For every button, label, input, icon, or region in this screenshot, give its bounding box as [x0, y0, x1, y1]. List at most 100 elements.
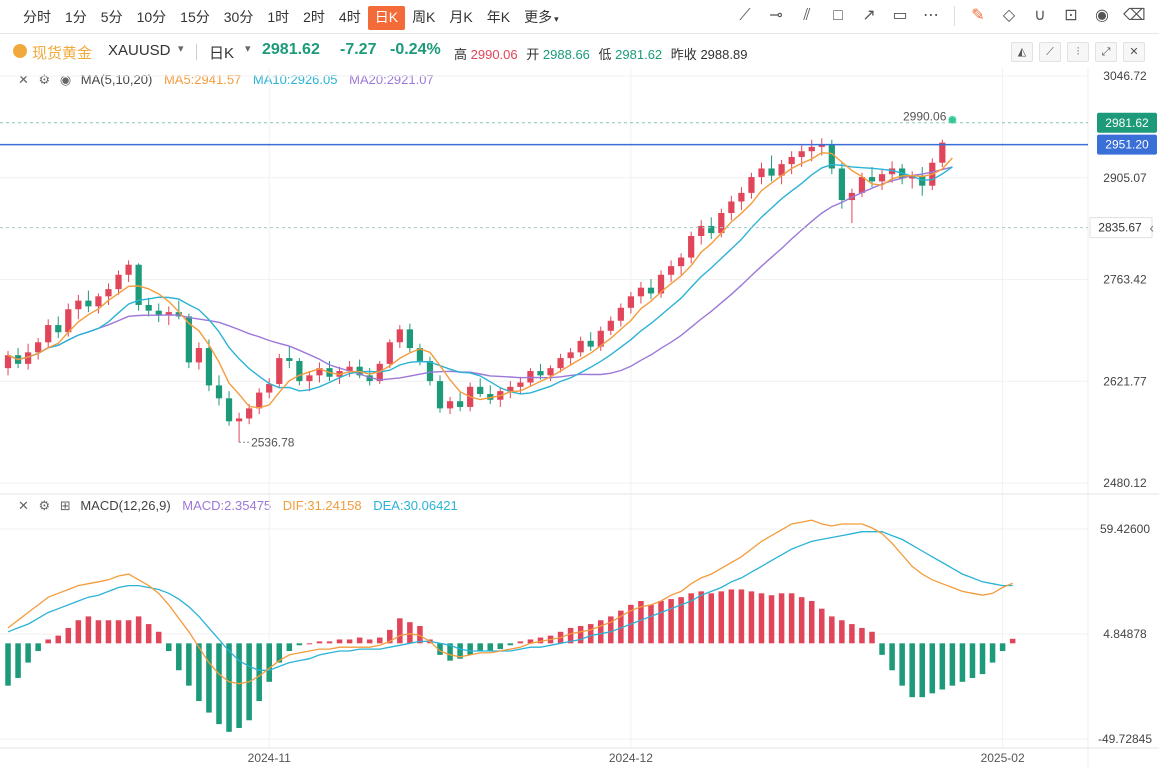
candle-body — [497, 391, 504, 400]
dif-value: DIF:31.24158 — [282, 498, 362, 513]
candle — [949, 116, 956, 123]
candle-body — [65, 309, 72, 333]
period-tab[interactable]: 1时 — [267, 9, 290, 25]
visibility-icon[interactable]: ◉ — [59, 72, 72, 87]
candle-body — [557, 358, 564, 369]
magnet-icon[interactable]: ∪ — [1034, 7, 1046, 24]
eraser-icon[interactable]: ◇ — [1002, 7, 1016, 24]
symbol-code[interactable]: XAUUSD — [108, 42, 171, 59]
macd-histogram-bar — [457, 643, 463, 659]
ma-name: MA(5,10,20) — [80, 72, 153, 87]
edit-icon[interactable]: ✎ — [971, 7, 985, 24]
macd-histogram-bar — [939, 643, 946, 690]
parallel-lines-icon[interactable]: ⫽ — [803, 7, 811, 24]
fullscreen-icon[interactable]: ⤢ — [1095, 42, 1117, 62]
macd-histogram-bar — [849, 624, 855, 644]
period-tab[interactable]: 2时 — [303, 9, 325, 25]
period-tab[interactable]: 分时 — [23, 9, 51, 25]
candle-body — [336, 371, 343, 377]
macd-histogram-bar — [95, 620, 102, 644]
macd-value: MACD:2.35475 — [182, 498, 272, 513]
candle — [436, 375, 444, 413]
period-tab[interactable]: 1分 — [65, 9, 87, 25]
macd-histogram-bar — [959, 643, 966, 682]
candle-body — [366, 375, 373, 382]
candle-body — [788, 156, 795, 165]
period-tab[interactable]: 更多 ▾ — [524, 9, 559, 25]
candle-body — [597, 330, 604, 347]
candle-body — [125, 264, 132, 275]
candle-body — [45, 325, 52, 343]
trend-line-icon[interactable]: ⟋ — [739, 7, 751, 24]
candle-body — [617, 307, 624, 321]
candle-body — [25, 352, 32, 364]
candle — [35, 337, 42, 360]
macd-histogram-bar — [969, 643, 976, 678]
macd-histogram-bar — [186, 643, 192, 686]
candle — [587, 332, 594, 351]
period-tab[interactable]: 年K — [486, 9, 511, 25]
macd-histogram-bar — [718, 591, 725, 644]
candle — [75, 294, 82, 320]
macd-histogram-bar — [567, 627, 574, 644]
symbol-dropdown-icon[interactable]: ▾ — [178, 43, 184, 55]
macd-histogram-bar — [5, 643, 11, 686]
eye-icon[interactable]: ◉ — [1095, 7, 1109, 24]
candle-body — [949, 117, 956, 123]
candle — [125, 260, 132, 282]
candle-body — [225, 398, 233, 422]
period-tab[interactable]: 30分 — [223, 9, 254, 25]
line-chart-icon[interactable]: ⟋ — [1039, 42, 1061, 62]
candle — [396, 325, 403, 349]
latest-pulse-dot — [948, 115, 957, 124]
macd-histogram-bar — [678, 597, 684, 644]
lock-icon[interactable]: ⊡ — [1064, 7, 1078, 24]
candle — [266, 378, 273, 399]
symbol-name[interactable]: 现货黄金 — [32, 45, 93, 62]
settings-icon[interactable]: ⚙ — [38, 72, 51, 87]
period-tab[interactable]: 10分 — [136, 9, 167, 25]
macd-histogram-bar — [487, 643, 494, 652]
period-tab[interactable]: 4时 — [338, 9, 361, 25]
arrow-icon[interactable]: ↗ — [862, 7, 876, 24]
close-icon[interactable]: ✕ — [1123, 42, 1145, 62]
horizontal-line-icon[interactable]: ⊸ — [769, 7, 783, 24]
candle — [748, 172, 755, 199]
macd-histogram-bar — [839, 620, 845, 644]
comment-icon[interactable]: ▭ — [892, 7, 908, 24]
macd-histogram-bar — [859, 627, 865, 644]
remove-icon[interactable]: ✕ — [18, 498, 29, 513]
macd-tick-label: 4.84878 — [1103, 627, 1147, 641]
period-tab[interactable]: 周K — [412, 9, 436, 25]
ohlc-summary: 高 2990.06 开 2988.66 低 2981.62 昨收 2988.89 — [454, 44, 747, 63]
period-dropdown-icon[interactable]: ▾ — [245, 43, 251, 55]
rectangle-icon[interactable]: □ — [833, 7, 843, 24]
trash-icon[interactable]: ⌫ — [1123, 7, 1146, 24]
candle-body — [627, 296, 635, 308]
candle — [537, 363, 544, 380]
candle-chart-icon[interactable]: ⫶ — [1067, 42, 1089, 62]
candle-body — [909, 175, 916, 179]
period-tab[interactable]: 日K — [367, 6, 406, 30]
more-dots-icon[interactable]: ⋯ — [923, 7, 939, 24]
period-tab[interactable]: 15分 — [180, 9, 210, 25]
macd-histogram-bar — [226, 643, 232, 732]
macd-histogram-bar — [979, 643, 986, 675]
macd-histogram-bar — [135, 616, 142, 644]
period-selector[interactable]: 日K — [209, 45, 235, 62]
remove-icon[interactable]: ✕ — [18, 72, 29, 87]
expand-icon[interactable]: ⊞ — [59, 498, 71, 513]
period-tab[interactable]: 5分 — [100, 9, 123, 25]
period-tab[interactable]: 月K — [449, 9, 473, 25]
candle-body — [256, 392, 263, 409]
macd-histogram-bar — [85, 616, 92, 644]
candle — [678, 253, 685, 275]
candle-body — [688, 235, 695, 258]
mountain-chart-icon[interactable]: ◭ — [1011, 42, 1033, 62]
settings-icon[interactable]: ⚙ — [38, 498, 51, 513]
macd-histogram-bar — [517, 641, 524, 644]
candle-body — [35, 342, 42, 353]
macd-histogram-bar — [437, 643, 443, 655]
candle-body — [175, 312, 182, 317]
